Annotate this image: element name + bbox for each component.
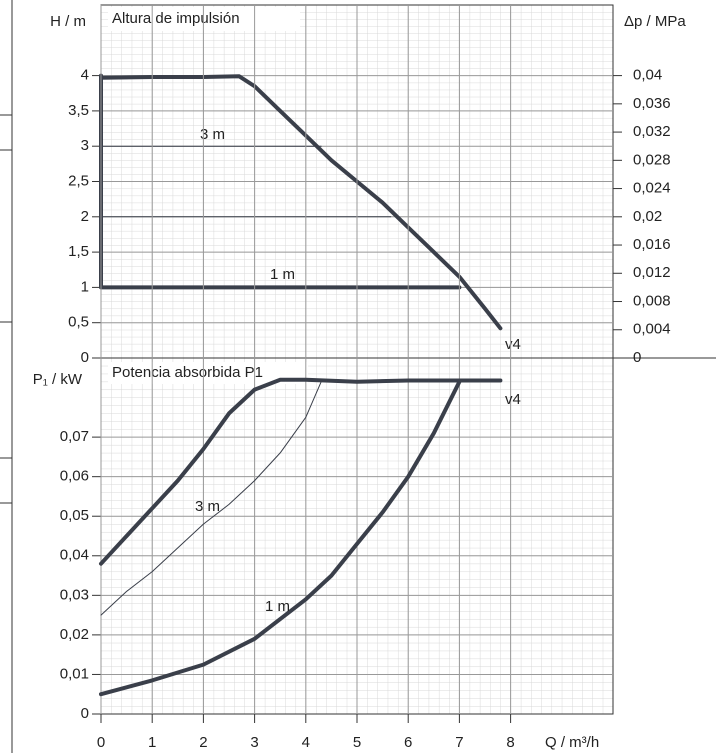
- curve: [99, 377, 503, 566]
- curve-label: v4: [505, 391, 521, 408]
- x-tick-label: 8: [506, 734, 514, 751]
- title-box: [108, 362, 308, 384]
- y-tick-label: 0: [81, 349, 89, 366]
- y2-tick-label: 0: [633, 349, 641, 366]
- y2-tick-label: 0,008: [633, 292, 671, 309]
- x-tick-label: 3: [250, 734, 258, 751]
- curve-label: 3 m: [195, 498, 220, 515]
- y-tick-label: 0,04: [60, 547, 89, 564]
- y-tick-label: 0,01: [60, 665, 89, 682]
- curve-label: v4: [505, 336, 521, 353]
- title-box: [108, 7, 300, 31]
- y-tick-label: 0,5: [68, 314, 89, 331]
- x-axis-label: Q / m³/h: [545, 734, 599, 751]
- x-tick-label: 7: [455, 734, 463, 751]
- y2-tick-label: 0,036: [633, 95, 671, 112]
- y-tick-label: 2,5: [68, 172, 89, 189]
- y2-tick-label: 0,028: [633, 151, 671, 168]
- y2-axis-label: Δp / MPa: [624, 13, 686, 30]
- left-edge: [0, 0, 13, 753]
- panel-title: Potencia absorbida P1: [112, 364, 263, 381]
- curve: [99, 74, 503, 331]
- y-tick-label: 0: [81, 705, 89, 722]
- y-tick-label: 1,5: [68, 243, 89, 260]
- y2-tick-label: 0,004: [633, 321, 671, 338]
- y-tick-label: 1: [81, 278, 89, 295]
- curve-label: 1 m: [265, 598, 290, 615]
- y-tick-label: 0,06: [60, 468, 89, 485]
- x-tick-label: 4: [302, 734, 310, 751]
- y-tick-label: 4: [81, 67, 89, 84]
- x-tick-label: 0: [97, 734, 105, 751]
- y-axis-label: H / m: [50, 13, 86, 30]
- y2-tick-label: 0,012: [633, 264, 671, 281]
- x-tick-label: 6: [404, 734, 412, 751]
- y-tick-label: 0,03: [60, 586, 89, 603]
- y-tick-label: 3: [81, 137, 89, 154]
- x-tick-label: 2: [199, 734, 207, 751]
- y-axis-label: P₁ / kW: [33, 371, 83, 388]
- y2-tick-label: 0,04: [633, 67, 662, 84]
- curve-label: 3 m: [200, 126, 225, 143]
- curve-label: 1 m: [270, 266, 295, 283]
- y-tick-label: 2: [81, 208, 89, 225]
- y-tick-label: 0,07: [60, 428, 89, 445]
- y2-tick-label: 0,024: [633, 180, 671, 197]
- panel-title: Altura de impulsión: [112, 10, 240, 27]
- y-tick-label: 3,5: [68, 102, 89, 119]
- curve: [100, 381, 322, 616]
- y-tick-label: 0,02: [60, 626, 89, 643]
- y2-tick-label: 0,032: [633, 123, 671, 140]
- y-tick-label: 0,05: [60, 507, 89, 524]
- x-tick-label: 1: [148, 734, 156, 751]
- y2-tick-label: 0,02: [633, 208, 662, 225]
- x-tick-label: 5: [353, 734, 361, 751]
- curve: [99, 379, 462, 697]
- y2-tick-label: 0,016: [633, 236, 671, 253]
